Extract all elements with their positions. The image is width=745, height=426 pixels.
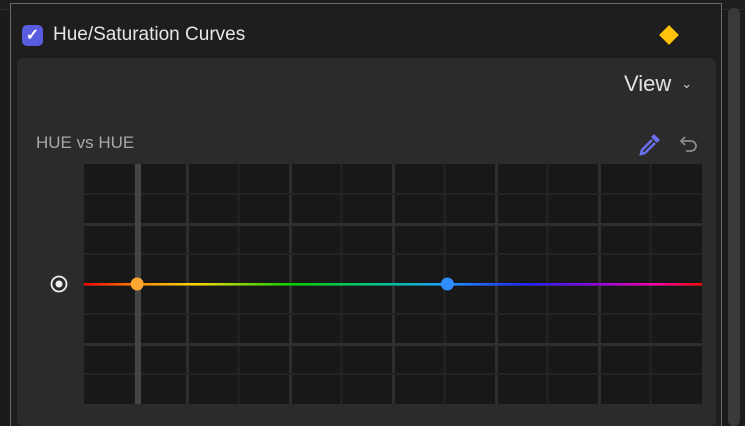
curve-control-point[interactable]	[130, 277, 144, 291]
effect-header: ✓ Hue/Saturation Curves	[22, 23, 245, 47]
grid-line-horizontal	[84, 313, 702, 315]
undo-icon[interactable]	[678, 133, 700, 155]
grid-line-horizontal	[84, 373, 702, 375]
hue-curve-line	[84, 283, 702, 286]
effect-title: Hue/Saturation Curves	[53, 24, 246, 45]
view-label: View	[624, 71, 672, 96]
eyedropper-icon[interactable]	[637, 131, 663, 157]
hue-curve-graph[interactable]	[84, 164, 702, 404]
grid-line-horizontal	[84, 193, 702, 195]
target-icon[interactable]	[50, 275, 68, 293]
grid-line-horizontal	[84, 253, 702, 255]
grid-line-horizontal	[84, 343, 702, 346]
enable-checkbox[interactable]: ✓	[22, 24, 43, 46]
checkmark-icon: ✓	[25, 27, 40, 44]
chevron-down-icon: ⌄	[681, 76, 693, 91]
view-menu-button[interactable]: View ⌄	[624, 71, 692, 97]
scrollbar[interactable]	[728, 8, 740, 426]
curve-control-point[interactable]	[440, 277, 454, 291]
grid-line-horizontal	[84, 223, 702, 226]
curve-label: HUE vs HUE	[36, 133, 135, 152]
